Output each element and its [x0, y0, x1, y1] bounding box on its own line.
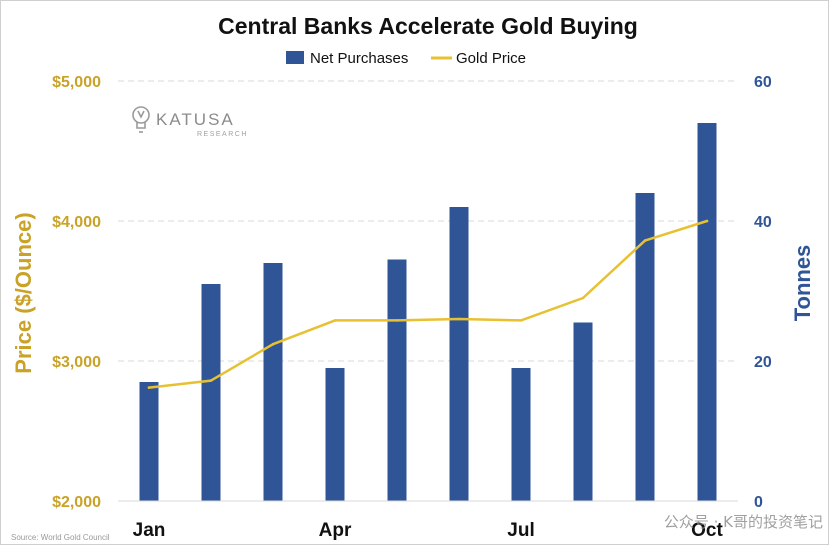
gold-price-point [643, 239, 647, 242]
gold-price-line [147, 219, 709, 389]
logo-name: KATUSA [156, 110, 235, 129]
net-purchases-bar [139, 382, 159, 501]
y-left-tick-label: $2,000 [52, 494, 101, 511]
gold-price-line-group [147, 219, 709, 389]
legend-label-net-purchases: Net Purchases [310, 50, 408, 67]
y-axis-right-title: Tonnes [790, 245, 815, 322]
watermark: 公众号 · K哥的投资笔记 [664, 513, 823, 531]
chart-title: Central Banks Accelerate Gold Buying [218, 13, 638, 39]
gold-price-point [705, 219, 709, 223]
net-purchases-bar [573, 322, 593, 501]
y-right-tick-label: 60 [754, 74, 772, 91]
gold-price-point [457, 317, 461, 321]
x-tick-label: Jul [507, 520, 534, 541]
y-right-tick-label: 0 [754, 494, 763, 511]
x-tick-label: Jan [133, 520, 166, 541]
net-purchases-bar [449, 207, 469, 501]
y-left-tick-label: $3,000 [52, 354, 101, 371]
net-purchases-bars [139, 123, 717, 501]
legend-swatch-net-purchases [286, 51, 304, 64]
logo-sub: RESEARCH [197, 131, 248, 138]
net-purchases-bar [387, 259, 407, 501]
x-tick-label: Oct [691, 520, 723, 541]
legend-label-gold-price: Gold Price [456, 50, 526, 67]
net-purchases-bar [635, 193, 655, 501]
lightbulb-icon [132, 106, 150, 133]
net-purchases-bar [201, 284, 221, 501]
x-tick-label: Apr [319, 520, 352, 541]
net-purchases-bar [697, 123, 717, 501]
gold-price-point [147, 386, 151, 389]
y-right-tick-label: 40 [754, 214, 772, 231]
gold-price-point [519, 319, 523, 322]
source-note: Source: World Gold Council [11, 533, 110, 542]
net-purchases-bar [325, 368, 345, 501]
y-right-tick-label: 20 [754, 354, 772, 371]
gridlines [118, 80, 738, 362]
axes: $2,000 $3,000 $4,000 $5,000 0 20 40 60 Jan Apr Jul… [52, 74, 772, 541]
legend: Net Purchases Gold Price [286, 50, 526, 67]
gold-price-point [333, 319, 337, 322]
y-left-tick-label: $5,000 [52, 74, 101, 91]
gold-price-point [271, 342, 275, 346]
gold-price-point [209, 379, 213, 382]
net-purchases-bar [511, 368, 531, 501]
net-purchases-bar [263, 263, 283, 501]
gold-price-point [395, 319, 399, 322]
gold-price-point [581, 296, 585, 300]
katusa-logo: KATUSA RESEARCH [132, 106, 248, 138]
y-axis-left-title: Price ($/Ounce) [11, 212, 36, 373]
y-left-tick-label: $4,000 [52, 214, 101, 231]
